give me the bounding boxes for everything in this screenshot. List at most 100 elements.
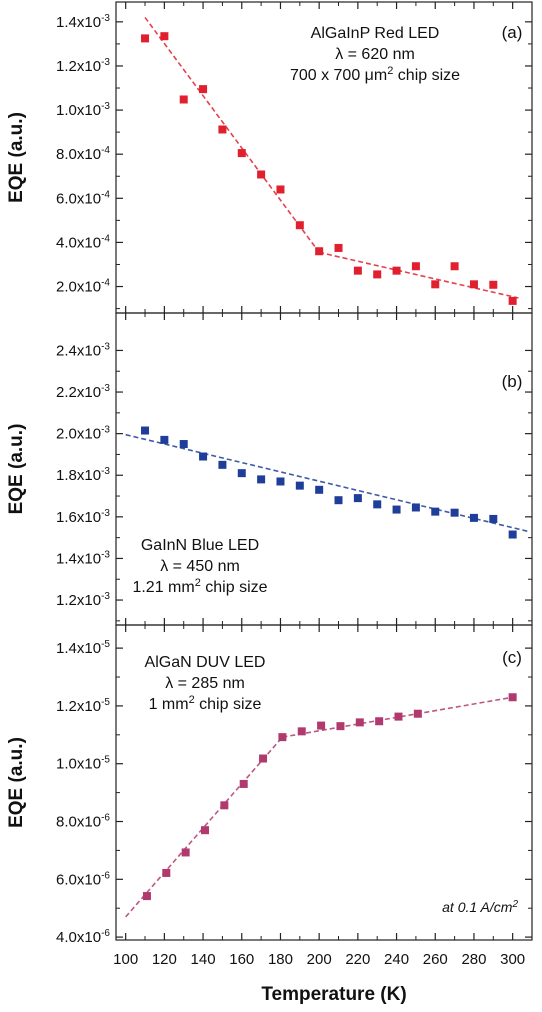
x-tick-label: 200 xyxy=(307,951,332,968)
data-point xyxy=(315,247,324,256)
data-point xyxy=(469,513,478,522)
data-point xyxy=(278,733,287,742)
data-point xyxy=(237,469,246,478)
y-tick-label: 4.0x10-6 xyxy=(56,928,110,946)
y-tick-label: 2.4x10-3 xyxy=(56,341,110,359)
data-point xyxy=(353,494,362,503)
data-point xyxy=(142,892,151,901)
annotation-line: GaInN Blue LED xyxy=(141,537,259,554)
y-tick-label: 1.0x10-3 xyxy=(56,101,110,119)
annotation-line: 700 x 700 μm2 chip size xyxy=(290,65,460,84)
panel-label: (a) xyxy=(502,23,523,42)
data-point xyxy=(413,709,422,718)
data-point xyxy=(162,868,171,877)
data-point xyxy=(315,485,324,494)
data-point xyxy=(276,477,285,486)
y-tick-label: 1.6x10-3 xyxy=(56,508,110,526)
x-tick-label: 100 xyxy=(113,951,138,968)
data-point xyxy=(220,801,229,810)
data-point xyxy=(317,721,326,730)
y-tick-label: 1.4x10-5 xyxy=(56,639,110,657)
note-text: at 0.1 A/cm2 xyxy=(442,899,518,915)
fit-line xyxy=(144,16,320,253)
data-point xyxy=(450,508,459,517)
data-point xyxy=(237,149,246,158)
annotation-line: λ = 285 nm xyxy=(165,675,245,692)
data-point xyxy=(373,500,382,509)
data-point xyxy=(257,170,266,179)
data-point xyxy=(392,266,401,275)
y-tick-label: 8.0x10-4 xyxy=(56,145,110,163)
x-tick-label: 220 xyxy=(345,951,370,968)
data-point xyxy=(334,496,343,505)
annotation-line: 1 mm2 chip size xyxy=(149,694,262,713)
x-tick-label: 300 xyxy=(500,951,525,968)
panel-label: (c) xyxy=(502,648,522,667)
data-point xyxy=(239,779,248,788)
data-point xyxy=(375,717,384,726)
x-tick-label: 140 xyxy=(191,951,216,968)
data-point xyxy=(373,270,382,279)
plot-frame xyxy=(115,624,533,941)
data-point xyxy=(201,826,210,835)
data-point xyxy=(411,503,420,512)
data-point xyxy=(489,514,498,523)
x-axis: 100 120 140 160 180 200 220 240 260 280 300 Tempera… xyxy=(113,951,525,1005)
y-tick-label: 2.0x10-4 xyxy=(56,278,110,296)
annotation-line: λ = 620 nm xyxy=(335,46,415,63)
data-point xyxy=(392,505,401,514)
y-tick-label: 2.0x10-3 xyxy=(56,425,110,443)
y-tick-label: 1.8x10-3 xyxy=(56,466,110,484)
fit-line xyxy=(125,433,529,533)
y-tick-label: 1.2x10-5 xyxy=(56,697,110,715)
data-point xyxy=(179,95,188,104)
y-tick-label: 1.2x10-3 xyxy=(56,591,110,609)
data-point xyxy=(199,452,208,461)
data-point xyxy=(295,481,304,490)
plot-frame xyxy=(115,1,533,314)
data-point xyxy=(334,243,343,252)
panel-a: 2.0x10-4 4.0x10-4 6.0x10-4 8.0x10-4 1.0x10-3… xyxy=(6,1,533,314)
y-tick-label: 2.2x10-3 xyxy=(56,383,110,401)
data-point xyxy=(181,848,190,857)
x-tick-label: 180 xyxy=(268,951,293,968)
panel-c: 4.0x10-6 6.0x10-6 8.0x10-6 1.0x10-5 1.2x10-5… xyxy=(6,624,533,946)
data-point xyxy=(353,266,362,275)
y-tick-label: 1.0x10-5 xyxy=(56,755,110,773)
y-tick-label: 6.0x10-4 xyxy=(56,189,110,207)
annotation-line: AlGaN DUV LED xyxy=(145,654,266,671)
data-point xyxy=(394,712,403,721)
y-tick-label: 8.0x10-6 xyxy=(56,813,110,831)
y-tick-label: 1.4x10-3 xyxy=(56,549,110,567)
data-point xyxy=(508,530,517,539)
x-axis-label: Temperature (K) xyxy=(261,984,406,1005)
x-tick-label: 240 xyxy=(384,951,409,968)
data-point xyxy=(199,85,208,94)
data-point xyxy=(297,727,306,736)
x-tick-label: 280 xyxy=(461,951,486,968)
data-point xyxy=(508,693,517,702)
data-point xyxy=(469,280,478,289)
data-point xyxy=(160,32,169,41)
fit-line xyxy=(318,251,519,299)
x-tick-label: 160 xyxy=(229,951,254,968)
data-point xyxy=(431,507,440,516)
data-point xyxy=(295,221,304,230)
data-point xyxy=(259,754,268,763)
y-tick-label: 6.0x10-6 xyxy=(56,870,110,888)
data-point xyxy=(508,296,517,305)
annotation-line: AlGaInP Red LED xyxy=(311,25,440,42)
data-point xyxy=(431,280,440,289)
y-axis-label: EQE (a.u.) xyxy=(6,737,27,828)
data-point xyxy=(218,460,227,469)
data-point xyxy=(276,185,285,194)
data-point xyxy=(355,718,364,727)
data-point xyxy=(257,475,266,484)
data-point xyxy=(336,722,345,731)
y-tick-label: 1.2x10-3 xyxy=(56,57,110,75)
annotation-line: 1.21 mm2 chip size xyxy=(132,577,267,596)
y-axis-label: EQE (a.u.) xyxy=(6,112,27,203)
data-point xyxy=(450,262,459,271)
y-tick-label: 1.4x10-3 xyxy=(56,13,110,31)
